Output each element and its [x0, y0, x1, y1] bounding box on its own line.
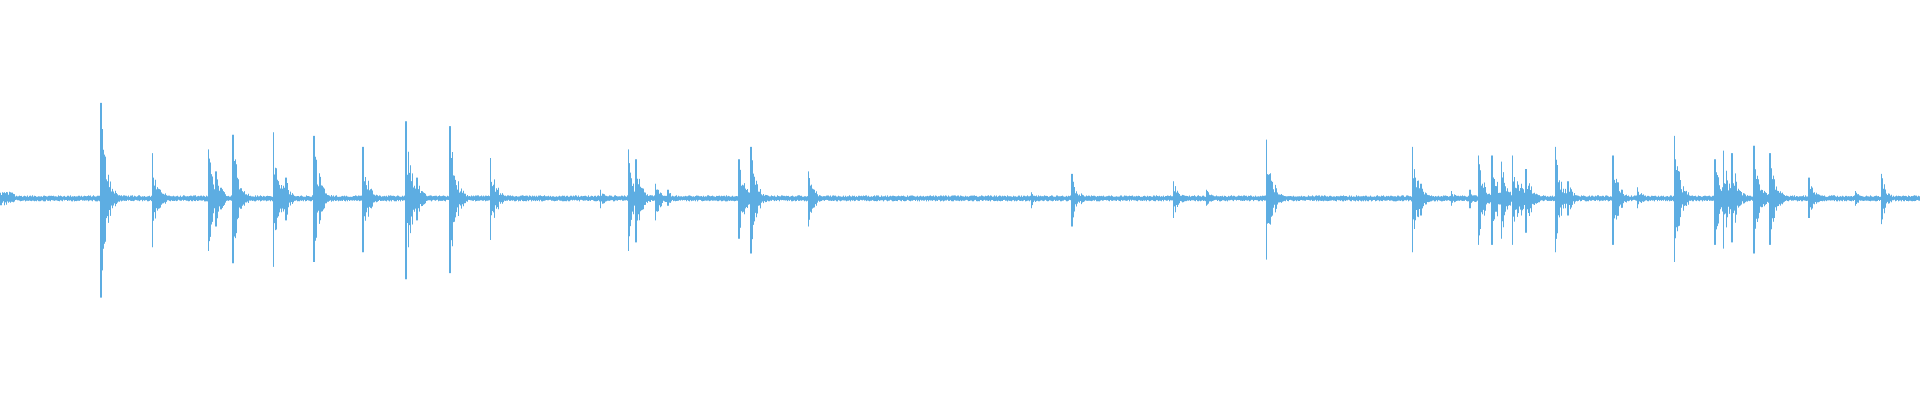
waveform	[0, 102, 1920, 298]
